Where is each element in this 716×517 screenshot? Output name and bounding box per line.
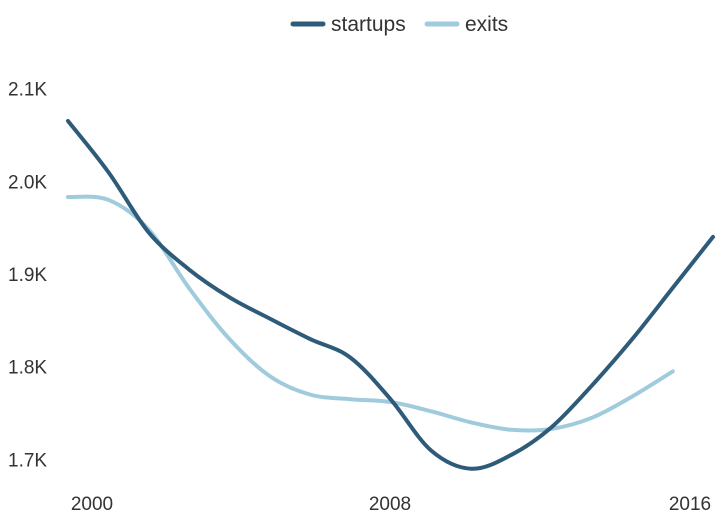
series-line-exits — [66, 194, 675, 433]
legend-item-startups: startups — [290, 13, 406, 36]
legend-label-startups: startups — [331, 13, 406, 36]
x-axis-ticks: 2000 2008 2016 — [71, 494, 711, 515]
y-tick-label-1-8k: 1.8K — [8, 358, 47, 379]
y-tick-label-2-1k: 2.1K — [8, 80, 47, 101]
y-tick-label-1-9k: 1.9K — [8, 265, 47, 286]
series-line-startups — [66, 119, 715, 471]
x-tick-label-2016: 2016 — [669, 494, 711, 515]
legend-item-exits: exits — [424, 13, 508, 36]
x-tick-label-2000: 2000 — [71, 494, 113, 515]
x-tick-label-2008: 2008 — [369, 494, 411, 515]
y-tick-label-1-7k: 1.7K — [8, 450, 47, 471]
legend-label-exits: exits — [465, 13, 508, 36]
series-lines — [66, 119, 715, 471]
y-tick-label-2-0k: 2.0K — [8, 172, 47, 193]
legend: startups exits — [290, 13, 508, 36]
y-axis-ticks: 1.7K 1.8K 1.9K 2.0K 2.1K — [8, 80, 47, 472]
